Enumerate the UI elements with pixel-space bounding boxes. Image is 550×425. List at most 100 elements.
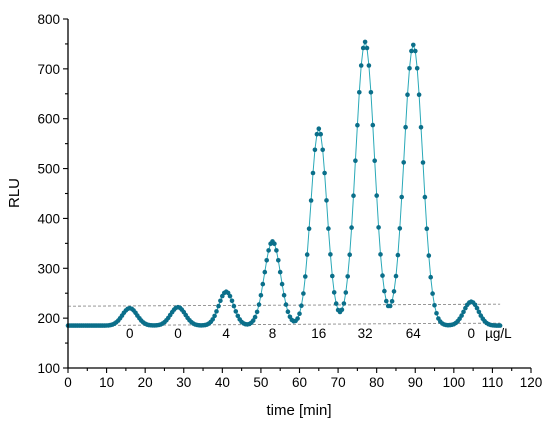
data-point bbox=[272, 241, 277, 246]
data-point bbox=[281, 292, 287, 298]
data-point bbox=[349, 225, 354, 230]
data-point bbox=[306, 226, 312, 231]
data-point bbox=[351, 193, 356, 198]
data-point bbox=[413, 48, 418, 54]
data-point bbox=[414, 66, 420, 71]
data-point bbox=[426, 253, 432, 258]
axes: 0 10 20 30 40 50 60 70 80 90 100 110 120100200300400… bbox=[37, 12, 542, 390]
x-tick-label: 110 bbox=[482, 375, 504, 390]
data-point bbox=[430, 291, 435, 296]
x-tick-label: 90 bbox=[408, 375, 423, 390]
data-point bbox=[264, 258, 270, 263]
data-point bbox=[459, 313, 464, 318]
data-point bbox=[380, 273, 385, 278]
peak-concentration-label: 64 bbox=[406, 326, 422, 341]
data-point bbox=[345, 274, 351, 279]
y-tick-label: 200 bbox=[37, 311, 60, 326]
data-point bbox=[304, 252, 310, 257]
data-point bbox=[283, 302, 289, 307]
data-point bbox=[299, 303, 304, 309]
data-point bbox=[420, 160, 426, 165]
x-tick-label: 100 bbox=[443, 375, 466, 390]
peak-concentration-label: 0 bbox=[126, 326, 134, 341]
data-point bbox=[297, 311, 302, 317]
data-point bbox=[418, 125, 424, 130]
data-point bbox=[347, 252, 353, 257]
data-point bbox=[405, 92, 410, 97]
data-point bbox=[397, 226, 403, 231]
data-point bbox=[384, 298, 389, 304]
data-point bbox=[324, 198, 329, 203]
x-tick-label: 40 bbox=[215, 375, 230, 390]
data-point bbox=[366, 63, 372, 68]
data-point bbox=[333, 301, 339, 306]
data-point bbox=[403, 124, 408, 130]
data-point bbox=[314, 131, 320, 137]
data-point bbox=[434, 311, 439, 316]
data-point bbox=[276, 258, 281, 263]
data-point bbox=[432, 303, 437, 308]
y-tick-label: 400 bbox=[37, 211, 60, 226]
data-point bbox=[233, 309, 239, 314]
data-point bbox=[320, 147, 326, 153]
data-point bbox=[424, 226, 430, 231]
data-point bbox=[274, 248, 279, 253]
x-tick-label: 20 bbox=[138, 375, 153, 390]
x-tick-label: 0 bbox=[64, 375, 72, 390]
data-point bbox=[322, 170, 327, 176]
data-point bbox=[260, 281, 266, 287]
data-point bbox=[210, 317, 215, 322]
data-point bbox=[368, 90, 374, 95]
data-point bbox=[262, 269, 268, 275]
peak-concentration-label: 32 bbox=[358, 326, 373, 341]
x-tick-label: 70 bbox=[331, 375, 346, 390]
data-point bbox=[330, 273, 335, 279]
y-tick-label: 700 bbox=[37, 62, 60, 77]
data-point bbox=[301, 291, 306, 296]
data-point bbox=[395, 252, 401, 258]
data-point bbox=[411, 42, 416, 48]
data-point bbox=[285, 309, 291, 315]
data-point bbox=[376, 225, 381, 230]
data-point bbox=[387, 303, 393, 309]
y-tick-label: 800 bbox=[37, 12, 60, 27]
data-point bbox=[382, 288, 387, 294]
data-point bbox=[370, 122, 376, 128]
data-point bbox=[316, 126, 322, 131]
y-tick-label: 600 bbox=[37, 112, 60, 127]
unit-label: µg/L bbox=[485, 326, 512, 341]
data-point bbox=[318, 131, 324, 137]
data-point bbox=[378, 252, 383, 257]
data-point bbox=[312, 147, 318, 153]
data-point bbox=[474, 305, 480, 311]
data-point bbox=[461, 309, 466, 315]
data-point bbox=[216, 303, 221, 309]
data-point bbox=[416, 92, 422, 97]
data-point bbox=[422, 194, 428, 200]
data-point bbox=[428, 274, 434, 280]
data-point bbox=[303, 274, 308, 279]
data-point bbox=[389, 299, 395, 304]
x-tick-label: 80 bbox=[369, 375, 384, 390]
y-tick-label: 300 bbox=[37, 261, 60, 276]
data-point bbox=[355, 122, 360, 128]
x-tick-label: 50 bbox=[253, 375, 268, 390]
data-point bbox=[401, 160, 407, 165]
data-point bbox=[339, 307, 345, 313]
data-point bbox=[497, 323, 503, 328]
data-points bbox=[65, 39, 503, 328]
peak-labels: 0 0 4 8 16 32 64 0 µg/L bbox=[126, 326, 512, 341]
data-point bbox=[256, 302, 262, 307]
data-point bbox=[399, 194, 405, 200]
data-point bbox=[254, 309, 260, 315]
data-point bbox=[266, 248, 271, 253]
data-point bbox=[476, 309, 482, 315]
data-point bbox=[277, 269, 283, 275]
data-point bbox=[409, 48, 414, 54]
x-tick-label: 60 bbox=[292, 375, 307, 390]
data-point bbox=[372, 158, 378, 163]
y-tick-label: 500 bbox=[37, 162, 60, 177]
data-point bbox=[310, 170, 316, 176]
data-point bbox=[231, 303, 237, 309]
